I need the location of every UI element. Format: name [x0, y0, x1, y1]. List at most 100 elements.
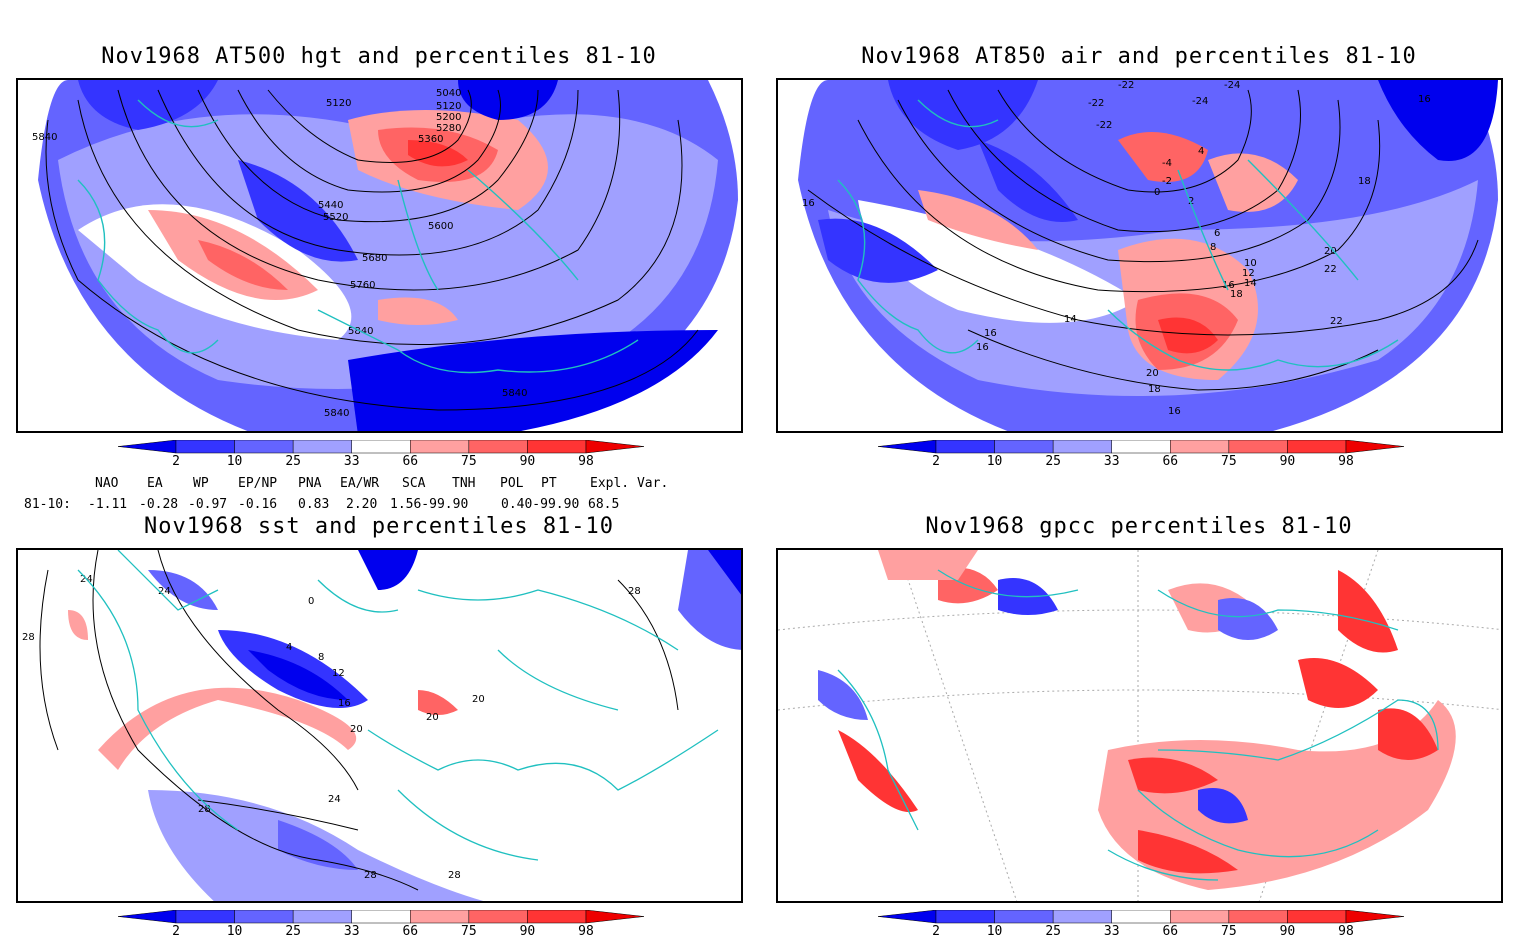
colorbar-segment	[994, 440, 1054, 454]
colorbar-segment	[234, 910, 294, 924]
colorbar-tick-label: 90	[1279, 924, 1296, 939]
colorbar-arrow-high	[585, 440, 644, 454]
colorbar-segment	[527, 910, 587, 924]
colorbar-svg	[118, 440, 644, 454]
index-header: PT	[541, 476, 557, 491]
index-value: 2.20	[346, 497, 378, 512]
contour-label: 16	[984, 328, 997, 339]
colorbar-tick-label: 10	[226, 924, 243, 939]
colorbar-arrow-high	[585, 910, 644, 924]
index-value: 1.56-99.90	[390, 497, 469, 512]
contour-label: 22	[1330, 316, 1343, 327]
colorbar-tick-label: 33	[1103, 454, 1120, 469]
colorbar-tick-label: 2	[172, 454, 180, 469]
index-header: SCA	[402, 476, 426, 491]
panel4-title: Nov1968 gpcc percentiles 81-10	[925, 514, 1353, 539]
colorbar-svg	[878, 440, 1404, 454]
colorbar-tick-label: 2	[172, 924, 180, 939]
colorbar-segment	[1170, 910, 1230, 924]
index-value: 0.83	[298, 497, 330, 512]
contour-label: -24	[1192, 96, 1208, 107]
contour-label: 16	[802, 198, 815, 209]
colorbar-arrow-low	[878, 440, 937, 454]
panel-gpcc-map	[776, 548, 1503, 903]
contour-label: 5840	[32, 132, 57, 143]
contour-label: 5680	[362, 253, 387, 264]
colorbar-segment	[1052, 910, 1112, 924]
colorbar-segment	[1052, 440, 1112, 454]
contour-label: 5600	[428, 221, 453, 232]
contour-label: 6	[1214, 228, 1220, 239]
contour-label: 5120	[436, 101, 461, 112]
colorbar-tick-label: 75	[461, 454, 477, 469]
colorbar-arrow-low	[118, 440, 177, 454]
index-value: -0.28	[139, 497, 179, 512]
contour-label: 5760	[350, 280, 375, 291]
colorbar-segment	[1287, 440, 1347, 454]
colorbar-tick-label: 75	[1221, 924, 1237, 939]
colorbar-tick-label: 25	[1045, 454, 1061, 469]
index-row-label: 81-10:	[24, 497, 71, 512]
contour-label: 8	[318, 652, 324, 663]
index-header: Expl. Var.	[590, 476, 669, 491]
contour-label: 5040	[436, 88, 461, 99]
colorbar-segment	[1228, 910, 1288, 924]
contour-label: 20	[426, 712, 439, 723]
colorbar-3: 2 10 25 33 66 75 90 98	[118, 910, 644, 950]
colorbar-segment	[351, 910, 411, 924]
index-value: 68.5	[588, 497, 620, 512]
colorbar-tick-label: 66	[1162, 454, 1179, 469]
index-header: EA/WR	[340, 476, 380, 491]
contour-label: 14	[1064, 314, 1077, 325]
colorbar-tick-label: 10	[226, 454, 243, 469]
contour-label: -4	[1162, 158, 1172, 169]
colorbar-segment	[292, 440, 352, 454]
colorbar-4: 2 10 25 33 66 75 90 98	[878, 910, 1404, 950]
colorbar-segment	[175, 910, 235, 924]
colorbar-tick-label: 90	[1279, 454, 1296, 469]
colorbar-tick-label: 90	[519, 924, 536, 939]
contour-label: -22	[1088, 98, 1104, 109]
colorbar-tick-label: 66	[1162, 924, 1179, 939]
colorbar-segment	[1111, 440, 1171, 454]
contour-label: 14	[1244, 278, 1257, 289]
colorbar-segment	[351, 440, 411, 454]
panel-sst-map: 24 28 24 0 4 8 12 16 20 20 20 24 28 28 2…	[16, 548, 743, 903]
gpcc-map-svg	[778, 550, 1501, 901]
colorbar-segment	[175, 440, 235, 454]
contour-label: 24	[328, 794, 341, 805]
colorbar-segment	[410, 440, 470, 454]
contour-label: 8	[1210, 242, 1216, 253]
colorbar-tick-label: 10	[986, 924, 1003, 939]
colorbar-arrow-low	[878, 910, 937, 924]
colorbar-tick-label: 2	[932, 454, 940, 469]
colorbar-tick-label: 10	[986, 454, 1003, 469]
contour-label: 18	[1358, 176, 1371, 187]
contour-label: 20	[472, 694, 485, 705]
colorbar-segment	[234, 440, 294, 454]
colorbar-2: 2 10 25 33 66 75 90 98	[878, 440, 1404, 480]
index-header: PNA	[298, 476, 322, 491]
colorbar-tick-label: 98	[578, 924, 594, 939]
contour-label: 16	[1418, 94, 1431, 105]
contour-label: 28	[364, 870, 377, 881]
contour-label: 28	[198, 804, 211, 815]
index-header: WP	[193, 476, 209, 491]
colorbar-segment	[1111, 910, 1171, 924]
colorbar-arrow-high	[1345, 440, 1404, 454]
colorbar-tick-label: 98	[578, 454, 594, 469]
colorbar-segment	[1287, 910, 1347, 924]
colorbar-tick-label: 2	[932, 924, 940, 939]
index-header: EA	[147, 476, 163, 491]
contour-label: -22	[1118, 80, 1134, 91]
contour-label: -24	[1224, 80, 1240, 91]
colorbar-segment	[527, 440, 587, 454]
colorbar-segment	[468, 910, 528, 924]
contour-label: 20	[1324, 246, 1337, 257]
colorbar-segment	[994, 910, 1054, 924]
contour-label: 4	[286, 642, 292, 653]
contour-label: 5360	[418, 134, 443, 145]
colorbar-tick-label: 33	[343, 454, 360, 469]
contour-label: 0	[1154, 187, 1160, 198]
contour-label: 10	[1244, 258, 1257, 269]
